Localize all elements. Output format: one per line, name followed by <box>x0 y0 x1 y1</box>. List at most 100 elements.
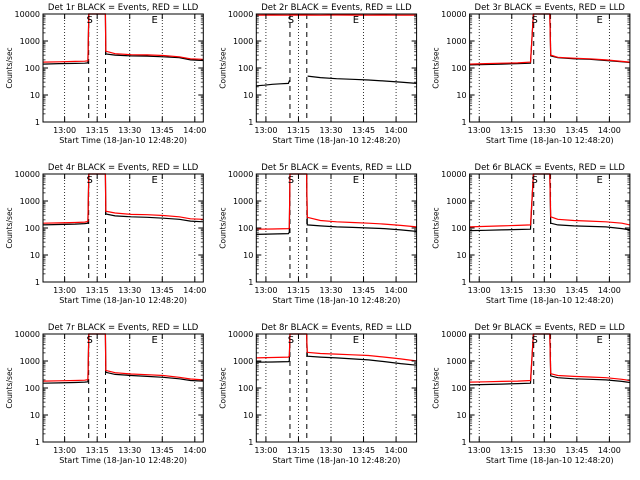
marker-s: S <box>87 335 93 346</box>
marker-s: S <box>87 15 93 26</box>
y-tick-label: 10 <box>243 251 253 260</box>
y-tick-label: 10 <box>30 251 40 260</box>
x-tick-label: 13:00 <box>254 286 277 295</box>
y-tick-label: 100 <box>238 64 253 73</box>
marker-s: S <box>532 15 538 26</box>
x-tick-label: 13:30 <box>118 126 141 135</box>
y-tick-label: 10000 <box>15 330 40 339</box>
y-axis-label: Counts/sec <box>5 367 14 408</box>
y-tick-label: 1000 <box>20 37 40 46</box>
y-tick-label: 10 <box>456 251 466 260</box>
y-tick-label: 1000 <box>446 357 466 366</box>
x-tick-label: 14:00 <box>385 286 408 295</box>
chart-title: Det 4r BLACK = Events, RED = LLD <box>48 163 199 173</box>
x-tick-label: 14:00 <box>598 286 621 295</box>
marker-e: E <box>353 175 359 186</box>
x-tick-label: 14:00 <box>183 286 206 295</box>
chart-title: Det 3r BLACK = Events, RED = LLD <box>475 3 626 13</box>
y-tick-label: 10000 <box>441 330 466 339</box>
chart-title: Det 8r BLACK = Events, RED = LLD <box>261 323 412 333</box>
marker-s: S <box>288 175 294 186</box>
plot-frame <box>255 13 418 123</box>
x-tick-label: 13:30 <box>533 286 556 295</box>
x-axis-label: Start Time (18-Jan-10 12:48:20) <box>273 136 401 145</box>
marker-e: E <box>151 15 157 26</box>
chart-title: Det 2r BLACK = Events, RED = LLD <box>261 3 412 13</box>
marker-s: S <box>288 335 294 346</box>
x-tick-label: 13:30 <box>319 126 342 135</box>
y-tick-label: 10000 <box>228 170 253 179</box>
x-tick-label: 13:45 <box>565 126 588 135</box>
plot-frame <box>255 333 418 443</box>
x-tick-label: 13:15 <box>287 286 310 295</box>
x-tick-label: 13:15 <box>86 126 109 135</box>
x-tick-label: 13:30 <box>533 126 556 135</box>
y-axis-label: Counts/sec <box>432 207 441 248</box>
x-tick-label: 14:00 <box>183 446 206 455</box>
y-tick-label: 100 <box>451 384 466 393</box>
y-tick-label: 10 <box>30 91 40 100</box>
x-tick-label: 13:15 <box>500 286 523 295</box>
y-tick-label: 1 <box>248 118 253 127</box>
x-axis-label: Start Time (18-Jan-10 12:48:20) <box>273 296 401 305</box>
chart-panel-2: 1 10 100 1000 10000 13:00 13:15 13:30 13:45 14:00… <box>218 3 418 145</box>
chart-panel-3: 1 10 100 1000 10000 13:00 13:15 13:30 13:45 14:00… <box>432 3 631 145</box>
marker-e: E <box>596 175 602 186</box>
marker-e: E <box>353 335 359 346</box>
x-tick-label: 13:45 <box>151 286 174 295</box>
series-line-black <box>256 333 417 366</box>
chart-title: Det 5r BLACK = Events, RED = LLD <box>261 163 412 173</box>
marker-e: E <box>596 15 602 26</box>
x-tick-label: 13:15 <box>287 446 310 455</box>
x-tick-label: 13:15 <box>500 446 523 455</box>
x-tick-label: 13:15 <box>287 126 310 135</box>
y-axis-label: Counts/sec <box>5 47 14 88</box>
x-axis-label: Start Time (18-Jan-10 12:48:20) <box>59 296 187 305</box>
chart-panel-1: 1 10 100 1000 10000 13:00 13:15 13:30 13:45 14:00… <box>5 3 206 145</box>
x-tick-label: 13:45 <box>151 126 174 135</box>
series-line-red <box>42 13 204 63</box>
series-line-black <box>42 333 204 384</box>
y-tick-label: 10 <box>30 411 40 420</box>
y-tick-label: 1000 <box>20 197 40 206</box>
y-tick-label: 1 <box>462 118 467 127</box>
chart-title: Det 9r BLACK = Events, RED = LLD <box>475 323 626 333</box>
y-tick-label: 100 <box>25 64 40 73</box>
series-line-red <box>42 333 204 382</box>
marker-s: S <box>87 175 93 186</box>
x-tick-label: 14:00 <box>385 446 408 455</box>
x-tick-label: 13:00 <box>468 446 491 455</box>
y-tick-label: 1 <box>248 278 253 287</box>
chart-panel-7: 1 10 100 1000 10000 13:00 13:15 13:30 13:45 14:00… <box>5 323 206 465</box>
x-tick-label: 13:45 <box>352 446 375 455</box>
marker-s: S <box>288 15 294 26</box>
x-tick-label: 13:30 <box>118 286 141 295</box>
x-tick-label: 13:45 <box>151 446 174 455</box>
marker-e: E <box>151 335 157 346</box>
y-tick-label: 10000 <box>441 10 466 19</box>
x-axis-label: Start Time (18-Jan-10 12:48:20) <box>486 296 614 305</box>
x-tick-label: 14:00 <box>598 126 621 135</box>
y-tick-label: 10000 <box>15 10 40 19</box>
marker-s: S <box>532 335 538 346</box>
chart-title: Det 6r BLACK = Events, RED = LLD <box>475 163 626 173</box>
series-line-red <box>256 333 417 362</box>
x-axis-label: Start Time (18-Jan-10 12:48:20) <box>486 456 614 465</box>
series-line-red <box>469 13 630 65</box>
x-axis-label: Start Time (18-Jan-10 12:48:20) <box>59 456 187 465</box>
marker-e: E <box>151 175 157 186</box>
marker-e: E <box>353 15 359 26</box>
x-tick-label: 13:15 <box>86 446 109 455</box>
plot-frame <box>42 13 204 123</box>
x-tick-label: 13:00 <box>468 286 491 295</box>
x-tick-label: 13:00 <box>53 126 76 135</box>
y-axis-label: Counts/sec <box>432 47 441 88</box>
chart-title: Det 7r BLACK = Events, RED = LLD <box>48 323 199 333</box>
y-axis-label: Counts/sec <box>218 367 227 408</box>
y-tick-label: 1000 <box>446 197 466 206</box>
x-tick-label: 13:45 <box>352 286 375 295</box>
x-tick-label: 13:15 <box>500 126 523 135</box>
x-tick-label: 14:00 <box>385 126 408 135</box>
x-tick-label: 13:15 <box>86 286 109 295</box>
